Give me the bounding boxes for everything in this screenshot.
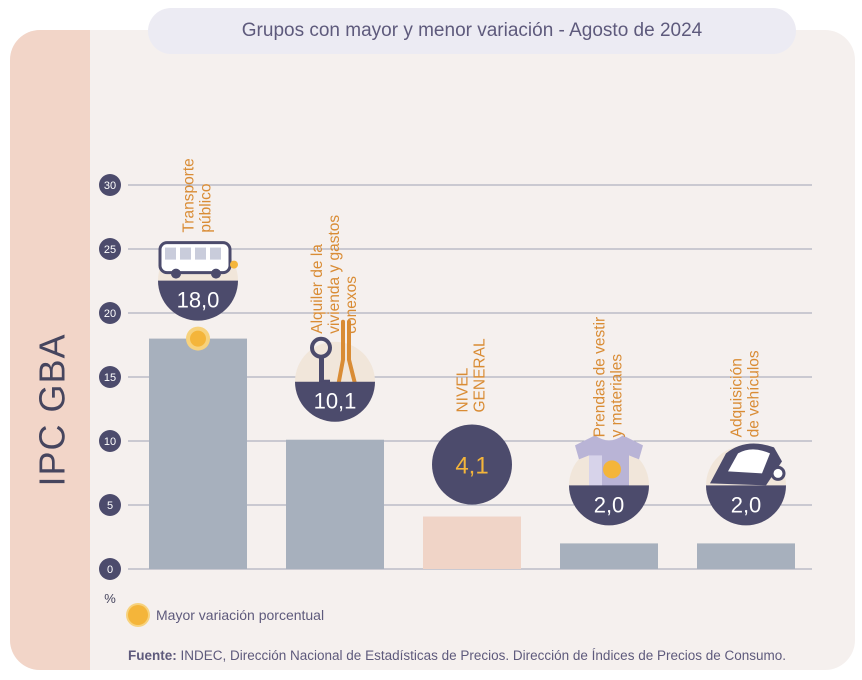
bar [286, 439, 384, 569]
bar [697, 543, 795, 569]
y-tick-badge [99, 302, 121, 324]
source-note: Fuente: INDEC, Dirección Nacional de Est… [128, 648, 786, 663]
value-label: 2,0 [731, 492, 762, 517]
key-and-pliers-icon [310, 319, 359, 397]
legend: Mayor variación porcentual [128, 605, 324, 625]
value-badge-fill [706, 485, 786, 526]
source-text: INDEC, Dirección Nacional de Estadística… [176, 648, 787, 663]
category-label: vivienda y gastos [326, 215, 343, 334]
highlight-marker-core [190, 330, 206, 347]
car-icon [710, 443, 786, 486]
y-tick-badge [99, 174, 121, 196]
category-label: Adquisición [729, 358, 746, 437]
bar [423, 516, 521, 569]
value-badge-fill [569, 485, 649, 526]
value-label: 10,1 [314, 389, 357, 414]
y-tick-badge [99, 238, 121, 260]
category-label: público [198, 183, 215, 232]
y-tick-badge [99, 494, 121, 516]
category-icon-group [706, 443, 786, 526]
category-label: Alquiler de la [309, 244, 326, 334]
value-label: 4,1 [455, 453, 488, 480]
bar [149, 338, 247, 569]
chart-title: Grupos con mayor y menor variación - Ago… [148, 8, 796, 54]
y-tick-label: 5 [107, 500, 113, 512]
category-icon-group [295, 319, 375, 422]
value-badge-fill [295, 381, 375, 422]
value-label: 18,0 [177, 288, 220, 313]
bus-icon [158, 241, 238, 279]
category-icon-group [569, 435, 649, 526]
legend-marker-icon [128, 605, 148, 625]
value-badge-fill [158, 280, 238, 321]
category-label: de vehículos [746, 350, 763, 437]
category-label: GENERAL [472, 338, 489, 412]
value-label: 2,0 [594, 492, 625, 517]
side-band [10, 30, 90, 670]
value-badge-fill [432, 424, 512, 505]
y-tick-label: 30 [104, 180, 116, 192]
category-label: NIVEL [455, 367, 472, 412]
chart-title-text: Grupos con mayor y menor variación - Ago… [241, 20, 703, 41]
category-label: conexos [343, 276, 360, 334]
y-tick-label: 10 [104, 436, 116, 448]
y-tick-label: 0 [107, 564, 113, 576]
y-tick-badge [99, 558, 121, 580]
y-axis-unit: % [104, 591, 116, 606]
source-prefix: Fuente: [128, 648, 177, 663]
legend-label: Mayor variación porcentual [156, 607, 325, 623]
category-label: y materiales [609, 354, 626, 438]
y-tick-label: 15 [104, 372, 116, 384]
y-tick-label: 20 [104, 308, 116, 320]
y-tick-badge [99, 366, 121, 388]
category-label: Transporte [181, 158, 198, 232]
category-label: Prendas de vestir [592, 317, 609, 438]
y-tick-label: 25 [104, 244, 116, 256]
category-icon-group [158, 240, 238, 321]
y-tick-badge [99, 430, 121, 452]
bar [560, 543, 658, 569]
